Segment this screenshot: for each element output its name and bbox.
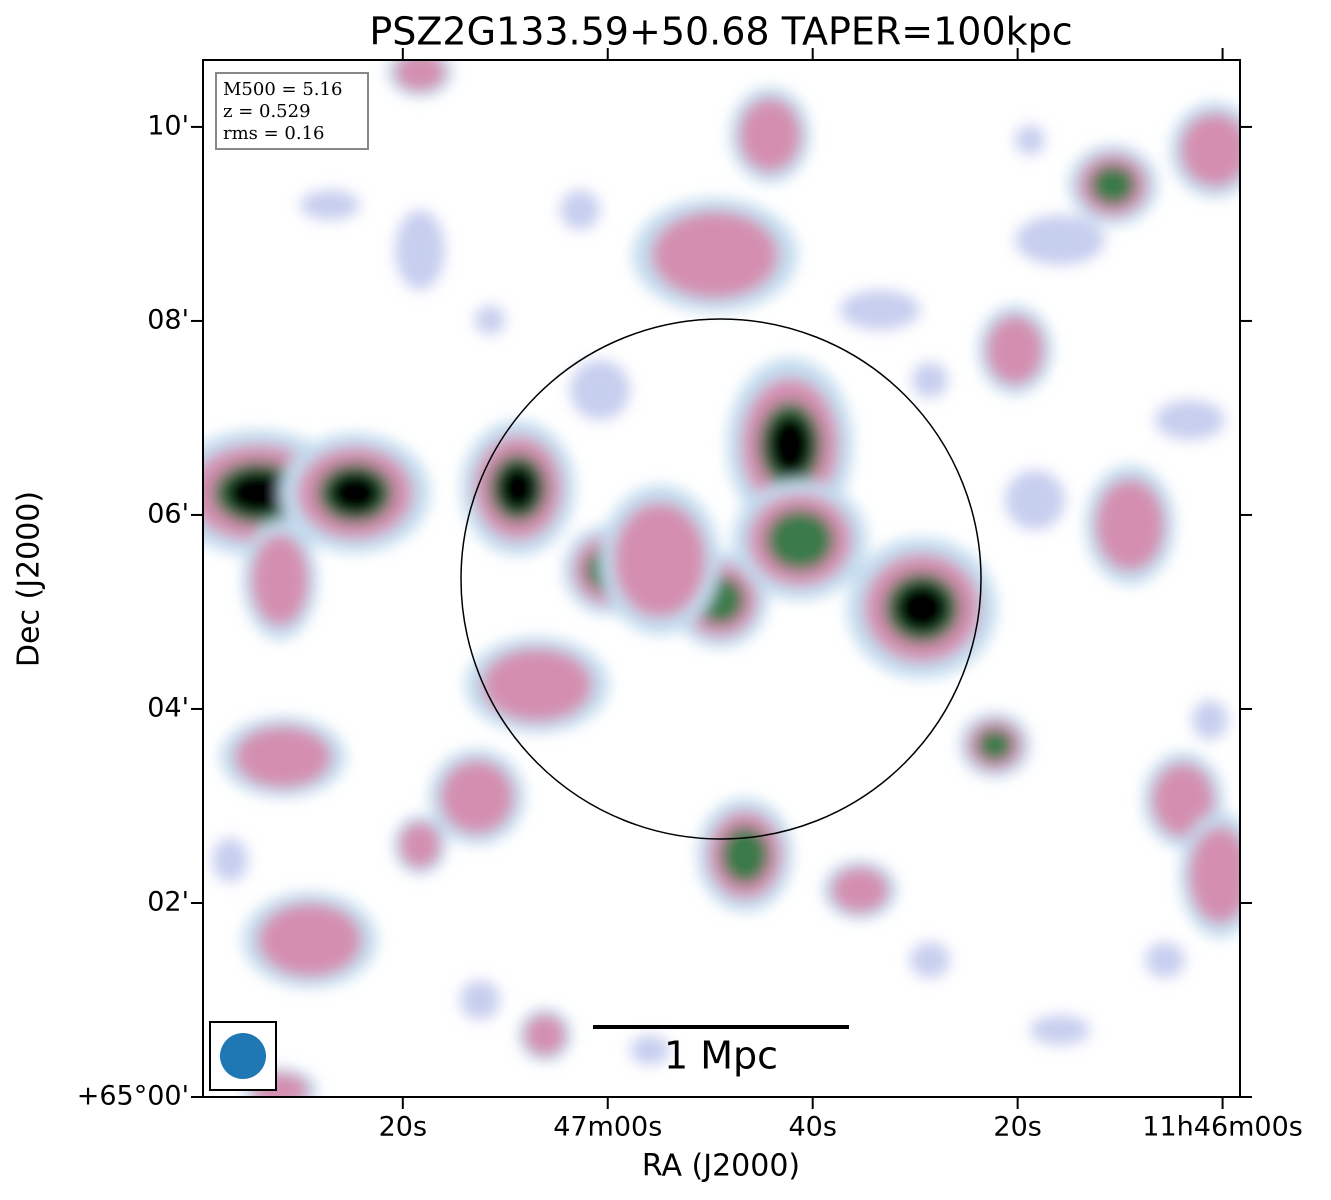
emission: [1180, 113, 1240, 187]
y-tick-label: 10': [147, 110, 189, 141]
x-tick-label: 20s: [379, 1112, 427, 1143]
emission: [831, 867, 889, 913]
y-tick-label: 06': [147, 498, 189, 529]
y-tick-label: 08': [147, 304, 189, 335]
emission: [251, 534, 309, 626]
emission: [721, 826, 769, 884]
y-tick-label: 02': [147, 886, 189, 917]
y-tick-label: +65°00': [77, 1081, 189, 1112]
chart-title: PSZ2G133.59+50.68 TAPER=100kpc: [369, 10, 1072, 54]
emission: [570, 360, 630, 420]
emission: [440, 760, 514, 834]
emission: [766, 413, 814, 477]
emission: [1030, 1015, 1090, 1045]
emission: [234, 725, 332, 789]
emission: [475, 305, 505, 335]
emission: [738, 98, 802, 172]
emission: [840, 290, 920, 330]
emission: [766, 510, 834, 570]
emission: [225, 469, 291, 517]
y-tick-label: 04': [147, 692, 189, 723]
emission: [910, 942, 950, 978]
plot-frame: [202, 59, 1241, 1098]
emission: [497, 463, 539, 513]
beam: [220, 1033, 266, 1079]
emission: [1188, 826, 1240, 924]
emission: [912, 362, 948, 398]
emission: [1015, 125, 1045, 155]
emission: [977, 728, 1013, 762]
emission: [1155, 400, 1225, 440]
emission: [394, 60, 446, 92]
emission: [258, 903, 362, 977]
emission: [300, 190, 360, 220]
x-tick-label: 20s: [993, 1112, 1041, 1143]
radio-image: [203, 60, 1240, 1097]
emission: [1095, 479, 1165, 571]
r500-circle: [460, 318, 982, 840]
x-tick-label: 11h46m00s: [1142, 1112, 1303, 1143]
x-tick-label: 47m00s: [553, 1112, 662, 1143]
emission: [894, 582, 950, 634]
emission: [614, 502, 706, 618]
y-axis-label: Dec (J2000): [12, 491, 47, 667]
emission: [560, 190, 600, 230]
scale-bar-label: 1 Mpc: [664, 1034, 778, 1078]
emission: [986, 315, 1044, 385]
emission: [399, 822, 441, 868]
x-axis-label: RA (J2000): [642, 1149, 800, 1184]
emission: [481, 648, 593, 722]
emission: [1005, 470, 1065, 530]
emission: [395, 210, 445, 290]
emission: [1145, 942, 1185, 978]
x-tick-label: 40s: [788, 1112, 836, 1143]
emission: [1015, 215, 1105, 265]
info-box: [215, 72, 369, 150]
emission: [327, 471, 383, 515]
info-text: M500 = 5.16: [223, 79, 342, 100]
emission: [460, 980, 500, 1020]
emission: [651, 211, 779, 299]
info-text: rms = 0.16: [223, 123, 325, 144]
emission: [1090, 164, 1136, 206]
info-text: z = 0.529: [223, 101, 311, 122]
emission: [630, 1035, 670, 1065]
emission: [212, 838, 248, 882]
emission: [524, 1014, 566, 1056]
emission: [1192, 700, 1228, 740]
emission: [1151, 763, 1215, 837]
